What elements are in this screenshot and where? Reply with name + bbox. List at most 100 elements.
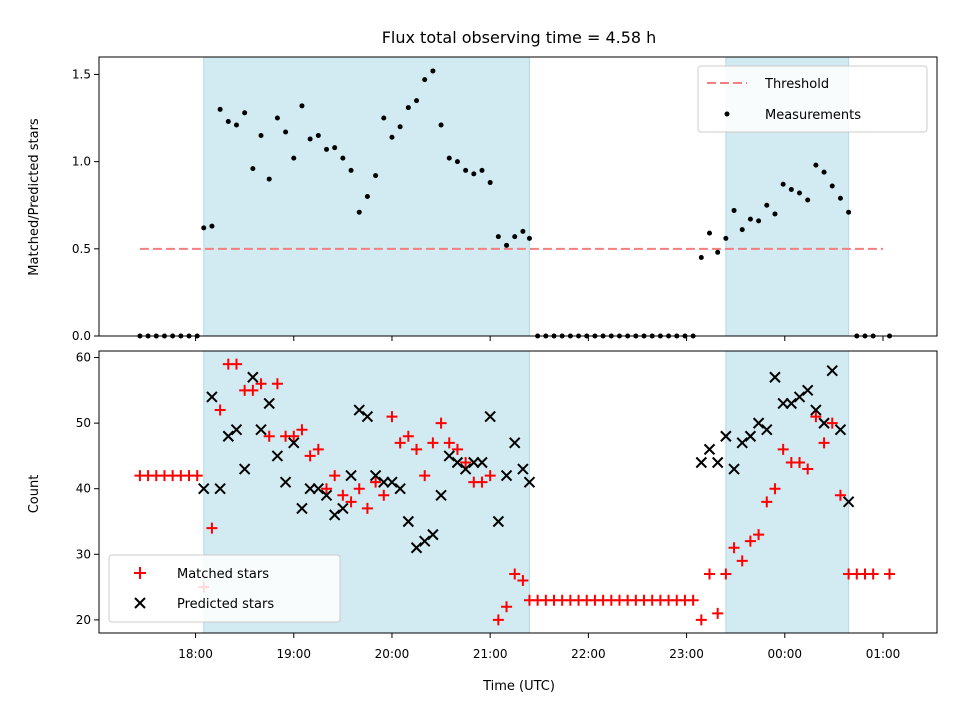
top-legend: Threshold Measurements [697,65,928,133]
measurement-point [821,169,827,175]
predicted-star-point [361,410,374,423]
measurement-point [258,132,264,138]
matched-star-point [402,430,414,442]
predicted-star-point [459,463,472,475]
y-tick-label: 50 [76,416,91,430]
predicted-star-point [785,397,798,410]
measurement-point [446,155,452,161]
y-tick-label: 20 [76,613,91,627]
predicted-star-point [271,450,284,462]
measurement-point [520,228,526,234]
x-tick-label: 00:00 [767,647,802,661]
measurement-point [356,209,362,215]
predicted-star-point [711,456,724,469]
measurement-point [217,106,223,112]
predicted-star-point [402,515,415,528]
matched-star-point [296,424,308,436]
matched-star-point [769,483,781,495]
measurement-point [487,180,493,186]
matched-star-point [370,476,382,488]
measurement-point [698,255,704,261]
x-tick-label: 23:00 [669,647,704,661]
legend-measurements-symbol [724,111,730,117]
measurement-point [422,77,428,83]
measurement-point [805,197,811,203]
matched-star-point [288,430,300,442]
measurement-point [772,211,778,217]
matched-star-point [443,437,455,449]
predicted-star-point [435,489,447,501]
y-tick-label: 40 [76,482,91,496]
matched-star-point [834,489,846,501]
legend-matched-symbol [134,567,146,579]
bottom-legend-box [108,554,341,623]
y-tick-label: 0.5 [72,242,91,256]
bottom-y-axis-label: Count [27,475,42,514]
measurement-point [242,110,248,116]
matched-star-point [411,443,423,455]
predicted-star-point [247,371,259,383]
predicted-star-point [492,515,505,528]
predicted-star-point [810,404,822,416]
top-legend-box [697,65,928,133]
measurement-point [463,167,469,173]
measurement-point [250,166,256,172]
predicted-star-point [427,528,439,541]
measurement-point [739,227,745,233]
predicted-star-point [255,423,267,436]
x-tick-label: 18:00 [178,647,213,661]
matched-star-point [247,384,259,396]
predicted-star-point [198,483,210,495]
matched-star-point [794,456,806,468]
predicted-star-point [744,430,757,442]
predicted-star-point [468,456,480,469]
predicted-star-point [394,483,406,495]
matched-star-point [810,411,822,423]
measurement-point [332,145,338,151]
predicted-star-point [304,483,316,495]
predicted-star-point [214,483,226,495]
predicted-star-point [818,417,830,429]
predicted-star-point [353,404,365,416]
measurement-point [438,122,444,128]
predicted-star-point [834,423,847,436]
predicted-star-point [509,437,521,449]
matched-star-point [206,522,218,534]
predicted-star-point [222,430,235,442]
predicted-star-point [769,371,781,383]
matched-star-point [304,450,316,462]
predicted-star-point [736,437,748,449]
matched-star-point [312,443,324,455]
matched-star-point [484,470,496,482]
measurement-point [829,183,835,189]
measurement-point [315,132,321,138]
measurement-point [454,159,460,165]
measurement-point [389,134,395,140]
matched-star-point [386,411,398,423]
matched-star-point [687,594,699,606]
y-tick-label: 1.0 [72,155,91,169]
predicted-star-point [443,450,455,462]
matched-star-point [419,470,431,482]
measurement-point [715,249,721,255]
predicted-star-point [484,410,496,423]
matched-star-point [867,568,879,580]
matched-star-point [509,568,521,580]
predicted-star-point [695,456,708,469]
matched-star-point [271,378,283,390]
matched-star-point [361,502,373,514]
matched-star-point [255,378,267,390]
matched-star-point [744,535,756,547]
matched-star-point [501,601,513,613]
top-axes: 0.0 0.5 1.0 1.5 [72,67,884,343]
legend-measurements-label: Measurements [765,108,861,123]
legend-predicted-symbol [134,597,146,609]
shaded-interval-2 [725,350,850,634]
matched-star-point [884,568,896,580]
predicted-star-point [826,364,838,377]
matched-star-point [728,542,740,554]
measurement-point [504,242,510,248]
predicted-star-point [703,443,716,456]
matched-star-point [230,358,242,370]
matched-star-point [263,430,275,442]
